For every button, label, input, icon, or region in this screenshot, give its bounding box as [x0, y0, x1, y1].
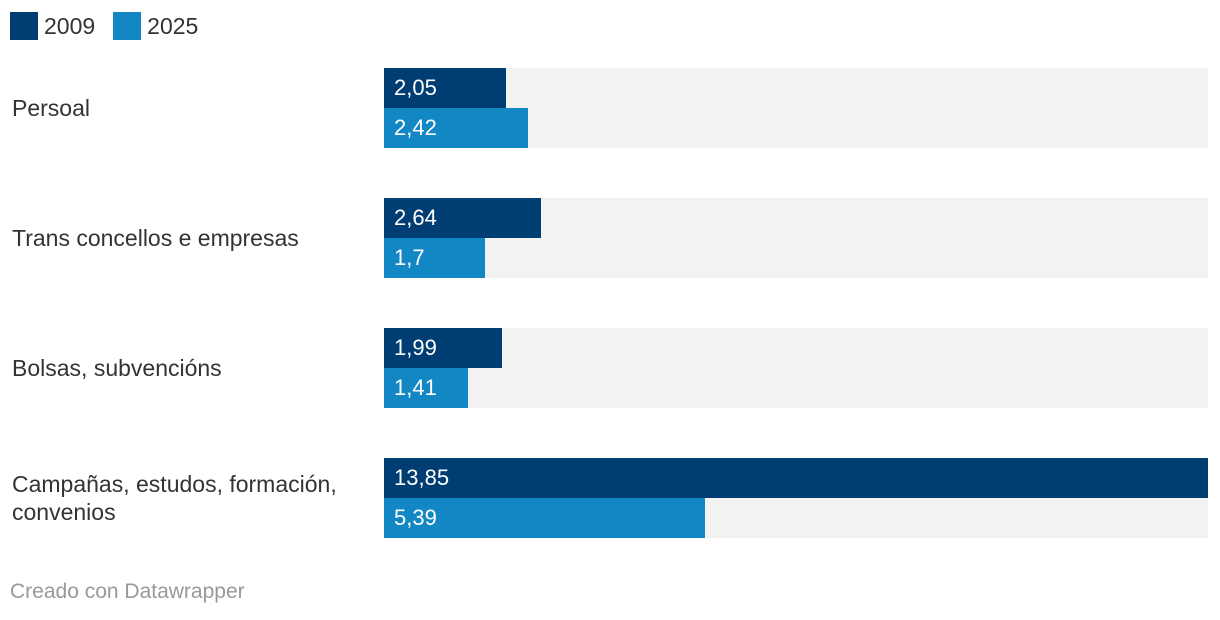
bar-value-label-2025: 1,7: [394, 245, 425, 270]
bar-value-label-2009: 2,05: [394, 75, 437, 100]
legend-swatch-2009: [10, 12, 38, 40]
bar-track: 2,64 1,7: [384, 198, 1208, 278]
category-label: Bolsas, subvencións: [12, 355, 222, 381]
category-label: Persoal: [12, 95, 90, 121]
legend-swatch-2025: [113, 12, 142, 40]
category-label: Trans concellos e empresas: [12, 225, 299, 251]
footer-credit: Creado con Datawrapper: [10, 580, 245, 603]
bar-track: 13,85 5,39: [384, 458, 1208, 538]
bar-value-label-2025: 1,41: [394, 375, 437, 400]
legend-label-2009: 2009: [44, 12, 96, 39]
bar-track: 1,99 1,41: [384, 328, 1208, 408]
bar-value-label-2009: 1,99: [394, 335, 437, 360]
bar-track: 2,05 2,42: [384, 68, 1208, 148]
legend: 2009 2025: [10, 12, 216, 40]
bar-value-label-2025: 2,42: [394, 115, 437, 140]
bar-value-label-2009: 13,85: [394, 465, 450, 490]
bar-2009: [384, 328, 502, 368]
category-label: Campañas, estudos, formación, convenios: [12, 471, 337, 525]
bar-2025: [384, 238, 485, 278]
bar-2025: [384, 108, 528, 148]
bar-2025: [384, 498, 705, 538]
bar-value-label-2025: 5,39: [394, 505, 437, 530]
bar-value-label-2009: 2,64: [394, 205, 437, 230]
legend-item-2009: 2009: [10, 12, 95, 40]
bar-2009: [384, 68, 506, 108]
bar-2009: [384, 198, 541, 238]
legend-item-2025: 2025: [113, 12, 198, 40]
legend-label-2025: 2025: [147, 12, 199, 39]
bar-2025: [384, 368, 468, 408]
bar-2009: [384, 458, 1208, 498]
